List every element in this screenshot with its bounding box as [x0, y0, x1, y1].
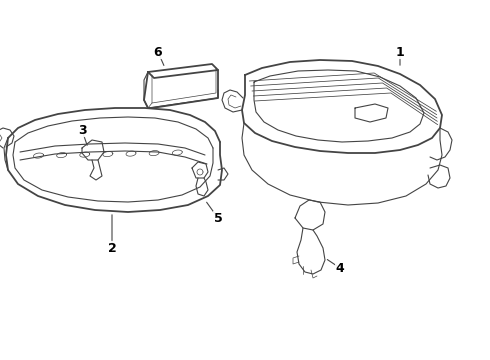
Text: 1: 1: [395, 45, 404, 59]
Text: 6: 6: [154, 45, 162, 59]
Text: 3: 3: [78, 123, 86, 136]
Text: 4: 4: [336, 261, 344, 275]
Text: 2: 2: [108, 242, 117, 255]
Text: 5: 5: [214, 212, 222, 225]
